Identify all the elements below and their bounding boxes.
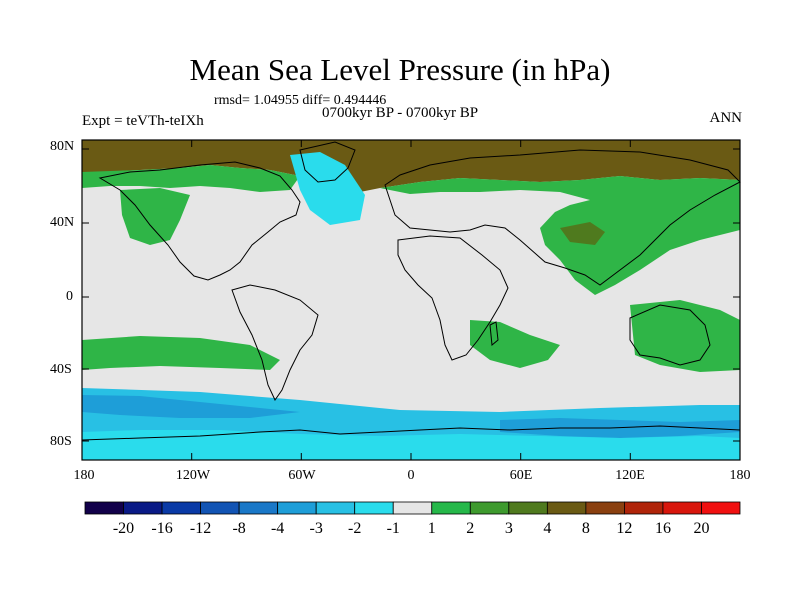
colorbar-swatch <box>585 501 625 515</box>
period-subtitle: 0700kyr BP - 0700kyr BP <box>321 105 479 121</box>
season-label: ANN <box>709 110 743 126</box>
colorbar-swatch <box>469 501 510 515</box>
southern-ocean-deep-blue <box>82 395 300 418</box>
colorbar-label: -12 <box>189 520 212 537</box>
lat-label-80n: 80N <box>50 139 75 154</box>
lon-label-180e: 180 <box>729 468 751 483</box>
lon-label-120w: 120W <box>175 468 211 483</box>
tibet-olive <box>560 222 605 245</box>
colorbar-swatch <box>431 501 471 515</box>
coastlines <box>81 141 741 441</box>
lat-label-40s: 40S <box>50 362 72 377</box>
colorbar-label: 2 <box>466 520 475 537</box>
colorbar-swatch <box>662 501 702 515</box>
experiment-label: Expt = teVTh-teIXh <box>82 113 204 129</box>
colorbar-label: 8 <box>581 520 590 537</box>
colorbar-label: -1 <box>386 520 400 537</box>
lat-label-80s: 80S <box>50 434 72 449</box>
colorbar-swatch <box>701 501 741 515</box>
lon-label-180w: 180 <box>73 468 95 483</box>
colorbar-swatch <box>238 501 279 515</box>
colorbar-label: -4 <box>270 520 285 537</box>
colorbar-swatch <box>546 501 587 515</box>
lon-label-120e: 120E <box>615 468 645 483</box>
colorbar-label: 4 <box>543 520 552 537</box>
colorbar-swatch <box>200 501 240 515</box>
colorbar-label: -3 <box>309 520 323 537</box>
colorbar-label: -20 <box>112 520 135 537</box>
south-pacific-green <box>82 336 280 370</box>
south-indian-green <box>470 320 560 368</box>
colorbar-swatch <box>161 501 201 515</box>
antarctic-cyan <box>82 430 740 460</box>
colorbar-label: -16 <box>151 520 173 537</box>
australia-green <box>630 300 740 372</box>
north-pacific-green <box>120 188 190 245</box>
lon-label-0: 0 <box>407 468 415 483</box>
lon-label-60e: 60E <box>509 468 533 483</box>
axis-ticks <box>81 140 741 460</box>
colorbar-label: -8 <box>232 520 246 537</box>
colorbar-swatch <box>392 501 433 515</box>
colorbar-swatch <box>84 501 124 515</box>
colorbar-label: 20 <box>693 520 710 537</box>
arctic-high-region <box>82 140 740 192</box>
colorbar-label: 12 <box>616 520 633 537</box>
colorbar-swatch <box>123 501 163 515</box>
eurasia-green <box>380 176 740 295</box>
colorbar-label: 3 <box>504 520 513 537</box>
colorbar-label: -2 <box>348 520 362 537</box>
lat-label-40n: 40N <box>50 215 75 230</box>
lat-label-0: 0 <box>66 289 73 304</box>
colorbar-swatch <box>508 501 548 515</box>
colorbar-swatch <box>315 501 356 515</box>
rmsd-stats: rmsd= 1.04955 diff= 0.494446 <box>214 93 387 108</box>
colorbar-swatch <box>624 501 664 515</box>
colorbar-label: 16 <box>654 520 671 537</box>
lon-label-60w: 60W <box>288 468 316 483</box>
chart-title: Mean Sea Level Pressure (in hPa) <box>189 52 611 87</box>
colorbar-label: 1 <box>427 520 436 537</box>
colorbar-swatch <box>354 501 394 515</box>
map-fill <box>82 140 740 460</box>
colorbar-swatch <box>277 501 317 515</box>
